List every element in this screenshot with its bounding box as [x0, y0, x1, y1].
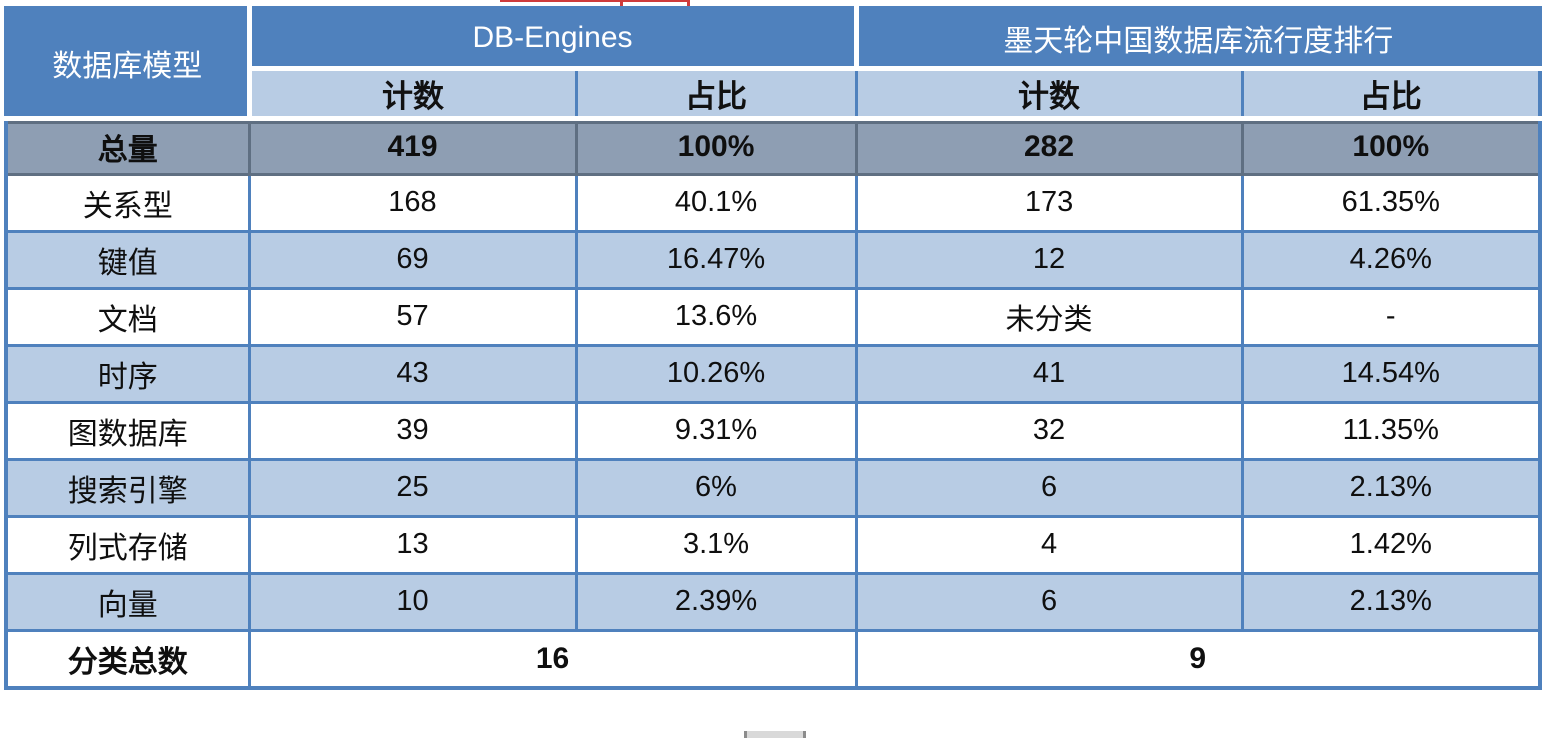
cell-mt-share: 4.26%: [1240, 229, 1542, 290]
table-row-category-totals: 分类总数 16 9: [4, 628, 1542, 690]
row-label: 时序: [4, 343, 251, 404]
cell-db-share: 13.6%: [574, 286, 858, 347]
header-cell-mt-count: 计数: [854, 66, 1244, 121]
table-row: 图数据库 39 9.31% 32 11.35%: [4, 400, 1542, 461]
cell-mt-count: 41: [854, 343, 1244, 404]
red-underline-artifact: [500, 0, 690, 2]
cell-mt-share: 61.35%: [1240, 172, 1542, 233]
cell-mt-count: 32: [854, 400, 1244, 461]
cell-db-count: 43: [247, 343, 578, 404]
cell-mt-share: 1.42%: [1240, 514, 1542, 575]
cell-mt-share: 2.13%: [1240, 571, 1542, 632]
row-label: 文档: [4, 286, 251, 347]
database-model-comparison-table: 数据库模型 DB-Engines 墨天轮中国数据库流行度排行 计数 占比 计数 …: [4, 6, 1543, 690]
cell-mt-category-total: 9: [854, 628, 1542, 690]
header-cell-db-share: 占比: [574, 66, 858, 121]
table-row: 列式存储 13 3.1% 4 1.42%: [4, 514, 1542, 575]
cell-db-count: 10: [247, 571, 578, 632]
cell-mt-share: 2.13%: [1240, 457, 1542, 518]
row-label: 键值: [4, 229, 251, 290]
table-row: 文档 57 13.6% 未分类 -: [4, 286, 1542, 347]
cell-db-share: 9.31%: [574, 400, 858, 461]
cell-mt-count: 173: [854, 172, 1244, 233]
header-cell-db-count: 计数: [247, 66, 578, 121]
header-row-metrics: 计数 占比 计数 占比: [6, 66, 1542, 121]
cell-db-category-total: 16: [247, 628, 858, 690]
table-row: 时序 43 10.26% 41 14.54%: [4, 343, 1542, 404]
cell-db-count: 168: [247, 172, 578, 233]
red-tick-artifact: [620, 0, 623, 6]
cell-db-share: 3.1%: [574, 514, 858, 575]
cell-db-count: 13: [247, 514, 578, 575]
header-cell-modb: 墨天轮中国数据库流行度排行: [853, 6, 1542, 71]
cell-mt-count: 6: [854, 571, 1244, 632]
cell-mt-share: 11.35%: [1240, 400, 1542, 461]
cell-mt-share: 100%: [1240, 116, 1542, 176]
cell-db-share: 6%: [574, 457, 858, 518]
table-row-total: 总量 419 100% 282 100%: [4, 116, 1542, 176]
cell-db-count: 69: [247, 229, 578, 290]
row-label: 搜索引擎: [4, 457, 251, 518]
cell-mt-share: 14.54%: [1240, 343, 1542, 404]
table-row: 键值 69 16.47% 12 4.26%: [4, 229, 1542, 290]
cell-db-share: 100%: [574, 116, 858, 176]
table-row: 关系型 168 40.1% 173 61.35%: [4, 172, 1542, 233]
cell-mt-share: -: [1240, 286, 1542, 347]
header-row-groups: 数据库模型 DB-Engines 墨天轮中国数据库流行度排行: [4, 6, 1542, 121]
row-label: 列式存储: [4, 514, 251, 575]
row-label: 分类总数: [4, 628, 251, 690]
cell-db-share: 2.39%: [574, 571, 858, 632]
header-cell-db-engines: DB-Engines: [247, 6, 858, 71]
cell-db-share: 40.1%: [574, 172, 858, 233]
row-label: 图数据库: [4, 400, 251, 461]
table-row: 向量 10 2.39% 6 2.13%: [4, 571, 1542, 632]
header-cell-model: 数据库模型: [4, 6, 252, 121]
cell-db-count: 25: [247, 457, 578, 518]
cell-db-count: 57: [247, 286, 578, 347]
cell-mt-count: 6: [854, 457, 1244, 518]
header-cell-mt-share: 占比: [1240, 66, 1542, 121]
cell-db-share: 10.26%: [574, 343, 858, 404]
cell-db-share: 16.47%: [574, 229, 858, 290]
row-label: 向量: [4, 571, 251, 632]
table-row: 搜索引擎 25 6% 6 2.13%: [4, 457, 1542, 518]
cell-mt-count: 282: [854, 116, 1244, 176]
red-tick-artifact: [687, 0, 690, 6]
cell-mt-count: 未分类: [854, 286, 1244, 347]
cell-mt-count: 12: [854, 229, 1244, 290]
cell-mt-count: 4: [854, 514, 1244, 575]
row-label: 总量: [4, 116, 251, 176]
scrollbar-artifact[interactable]: [744, 731, 806, 738]
row-label: 关系型: [4, 172, 251, 233]
cell-db-count: 419: [247, 116, 578, 176]
cell-db-count: 39: [247, 400, 578, 461]
